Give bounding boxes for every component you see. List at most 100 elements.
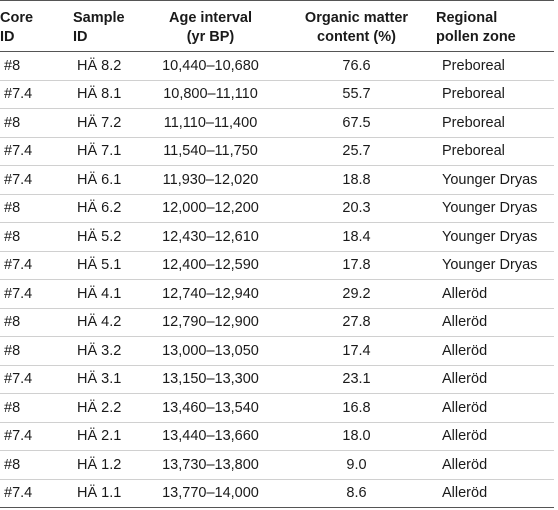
cell-sample-id: HÄ 5.2 — [73, 222, 144, 252]
cell-age-interval: 13,150–13,300 — [144, 365, 277, 394]
cell-sample-id: HÄ 4.1 — [73, 279, 144, 309]
cell-sample-id: HÄ 2.2 — [73, 393, 144, 423]
cell-sample-id: HÄ 1.2 — [73, 450, 144, 480]
cell-core-id: #8 — [0, 51, 73, 81]
header-age-interval-label: Age interval (yr BP) — [169, 10, 252, 45]
cell-age-interval: 13,460–13,540 — [144, 393, 277, 423]
table-row: #7.4 HÄ 8.1 10,800–11,110 55.7 Preboreal — [0, 80, 554, 109]
cell-pollen-zone: Younger Dryas — [436, 251, 554, 280]
cell-organic-matter: 9.0 — [277, 450, 436, 480]
cell-pollen-zone: Alleröd — [436, 336, 554, 366]
cell-organic-matter: 25.7 — [277, 137, 436, 166]
cell-core-id: #7.4 — [0, 165, 73, 195]
cell-core-id: #7.4 — [0, 479, 73, 508]
header-pollen-zone-label: Regional pollen zone — [436, 10, 516, 45]
cell-pollen-zone: Younger Dryas — [436, 222, 554, 252]
cell-pollen-zone: Alleröd — [436, 308, 554, 337]
cell-organic-matter: 20.3 — [277, 194, 436, 223]
cell-sample-id: HÄ 6.2 — [73, 194, 144, 223]
table-header-row: Core ID Sample ID Age interval (yr BP) O… — [0, 0, 554, 52]
table-row: #7.4 HÄ 1.1 13,770–14,000 8.6 Alleröd — [0, 479, 554, 508]
header-organic-matter: Organic matter content (%) — [277, 0, 436, 52]
header-core-id: Core ID — [0, 0, 73, 52]
cell-age-interval: 13,770–14,000 — [144, 479, 277, 508]
table-row: #8 HÄ 7.2 11,110–11,400 67.5 Preboreal — [0, 108, 554, 138]
cell-organic-matter: 16.8 — [277, 393, 436, 423]
cell-pollen-zone: Alleröd — [436, 393, 554, 423]
cell-core-id: #8 — [0, 222, 73, 252]
cell-organic-matter: 18.4 — [277, 222, 436, 252]
cell-sample-id: HÄ 7.1 — [73, 137, 144, 166]
cell-core-id: #7.4 — [0, 279, 73, 309]
cell-organic-matter: 76.6 — [277, 51, 436, 81]
cell-age-interval: 10,440–10,680 — [144, 51, 277, 81]
cell-organic-matter: 55.7 — [277, 80, 436, 109]
cell-sample-id: HÄ 8.1 — [73, 80, 144, 109]
table-row: #8 HÄ 8.2 10,440–10,680 76.6 Preboreal — [0, 51, 554, 81]
header-sample-id: Sample ID — [73, 0, 144, 52]
cell-age-interval: 12,790–12,900 — [144, 308, 277, 337]
table-row: #7.4 HÄ 6.1 11,930–12,020 18.8 Younger D… — [0, 165, 554, 195]
cell-age-interval: 13,730–13,800 — [144, 450, 277, 480]
cell-age-interval: 11,110–11,400 — [144, 108, 277, 138]
cell-pollen-zone: Alleröd — [436, 450, 554, 480]
cell-core-id: #7.4 — [0, 422, 73, 451]
cell-organic-matter: 17.4 — [277, 336, 436, 366]
cell-age-interval: 12,740–12,940 — [144, 279, 277, 309]
cell-age-interval: 11,930–12,020 — [144, 165, 277, 195]
cell-age-interval: 13,440–13,660 — [144, 422, 277, 451]
cell-age-interval: 11,540–11,750 — [144, 137, 277, 166]
cell-core-id: #7.4 — [0, 137, 73, 166]
table-body: #8 HÄ 8.2 10,440–10,680 76.6 Preboreal #… — [0, 51, 554, 508]
cell-sample-id: HÄ 3.1 — [73, 365, 144, 394]
cell-sample-id: HÄ 4.2 — [73, 308, 144, 337]
cell-core-id: #8 — [0, 450, 73, 480]
table-row: #8 HÄ 3.2 13,000–13,050 17.4 Alleröd — [0, 336, 554, 366]
cell-core-id: #8 — [0, 194, 73, 223]
table-row: #7.4 HÄ 7.1 11,540–11,750 25.7 Preboreal — [0, 137, 554, 166]
cell-core-id: #8 — [0, 108, 73, 138]
header-pollen-zone: Regional pollen zone — [436, 0, 554, 52]
table-row: #8 HÄ 6.2 12,000–12,200 20.3 Younger Dry… — [0, 194, 554, 223]
cell-organic-matter: 17.8 — [277, 251, 436, 280]
cell-pollen-zone: Alleröd — [436, 279, 554, 309]
cell-pollen-zone: Preboreal — [436, 137, 554, 166]
cell-pollen-zone: Alleröd — [436, 422, 554, 451]
cell-pollen-zone: Preboreal — [436, 51, 554, 81]
header-age-interval: Age interval (yr BP) — [144, 0, 277, 52]
table-row: #7.4 HÄ 4.1 12,740–12,940 29.2 Alleröd — [0, 279, 554, 309]
cell-core-id: #8 — [0, 336, 73, 366]
cell-pollen-zone: Younger Dryas — [436, 165, 554, 195]
header-core-id-label: Core ID — [0, 10, 34, 45]
cell-age-interval: 12,430–12,610 — [144, 222, 277, 252]
table-row: #7.4 HÄ 3.1 13,150–13,300 23.1 Alleröd — [0, 365, 554, 394]
cell-core-id: #7.4 — [0, 80, 73, 109]
cell-sample-id: HÄ 7.2 — [73, 108, 144, 138]
cell-core-id: #7.4 — [0, 251, 73, 280]
cell-core-id: #8 — [0, 308, 73, 337]
table-row: #7.4 HÄ 5.1 12,400–12,590 17.8 Younger D… — [0, 251, 554, 280]
cell-pollen-zone: Preboreal — [436, 108, 554, 138]
cell-organic-matter: 18.8 — [277, 165, 436, 195]
cell-organic-matter: 8.6 — [277, 479, 436, 508]
cell-pollen-zone: Younger Dryas — [436, 194, 554, 223]
cell-organic-matter: 29.2 — [277, 279, 436, 309]
cell-organic-matter: 27.8 — [277, 308, 436, 337]
cell-age-interval: 12,000–12,200 — [144, 194, 277, 223]
cell-sample-id: HÄ 1.1 — [73, 479, 144, 508]
table-row: #8 HÄ 2.2 13,460–13,540 16.8 Alleröd — [0, 393, 554, 423]
cell-core-id: #8 — [0, 393, 73, 423]
cell-sample-id: HÄ 3.2 — [73, 336, 144, 366]
cell-sample-id: HÄ 5.1 — [73, 251, 144, 280]
cell-age-interval: 12,400–12,590 — [144, 251, 277, 280]
table-row: #8 HÄ 5.2 12,430–12,610 18.4 Younger Dry… — [0, 222, 554, 252]
cell-pollen-zone: Preboreal — [436, 80, 554, 109]
cell-organic-matter: 18.0 — [277, 422, 436, 451]
cell-pollen-zone: Alleröd — [436, 479, 554, 508]
cell-sample-id: HÄ 2.1 — [73, 422, 144, 451]
table-row: #8 HÄ 1.2 13,730–13,800 9.0 Alleröd — [0, 450, 554, 480]
cell-age-interval: 10,800–11,110 — [144, 80, 277, 109]
cell-sample-id: HÄ 8.2 — [73, 51, 144, 81]
